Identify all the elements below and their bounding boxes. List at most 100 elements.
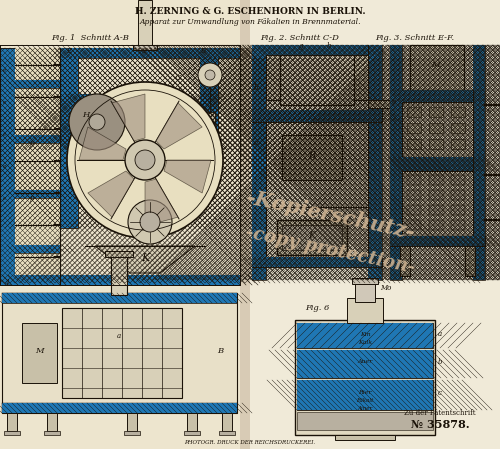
Bar <box>402 90 473 102</box>
Bar <box>429 139 443 149</box>
Bar <box>297 323 433 348</box>
Bar <box>266 122 368 207</box>
Polygon shape <box>112 94 145 141</box>
Bar <box>133 45 157 50</box>
Bar <box>297 350 433 378</box>
Bar <box>252 257 382 267</box>
Bar <box>252 257 382 267</box>
Bar <box>15 245 60 253</box>
Text: B: B <box>308 151 316 160</box>
Bar <box>266 45 368 55</box>
Bar <box>245 0 500 449</box>
Bar <box>451 107 465 117</box>
Text: Kalk: Kalk <box>358 340 372 345</box>
Text: Fig. 1  Schnitt A-B: Fig. 1 Schnitt A-B <box>51 34 129 42</box>
Bar <box>200 58 218 178</box>
Bar <box>407 123 421 133</box>
Text: M: M <box>34 347 43 355</box>
Bar <box>266 45 368 55</box>
Bar <box>15 48 60 285</box>
Bar <box>297 380 433 410</box>
Text: Fig. 3. Schnitt E-F.: Fig. 3. Schnitt E-F. <box>376 34 454 42</box>
Polygon shape <box>145 179 178 226</box>
Circle shape <box>205 70 215 80</box>
Bar <box>402 90 473 102</box>
Bar <box>0 275 240 285</box>
Text: M.: M. <box>432 61 442 69</box>
Bar <box>7 413 17 431</box>
Text: -Kopierschutz-: -Kopierschutz- <box>244 187 416 242</box>
Bar <box>15 190 60 198</box>
Text: b: b <box>487 109 491 114</box>
Text: Zu der Patentschrift: Zu der Patentschrift <box>404 409 476 417</box>
Bar <box>400 246 410 276</box>
Circle shape <box>75 90 215 230</box>
Bar <box>266 45 280 100</box>
Text: Mo: Mo <box>380 284 392 292</box>
Bar <box>473 45 485 280</box>
Text: PHOTOGR. DRUCK DER REICHSDRUCKEREI.: PHOTOGR. DRUCK DER REICHSDRUCKEREI. <box>184 440 316 445</box>
Polygon shape <box>156 103 202 149</box>
Bar <box>60 58 78 228</box>
Text: Apparat zur Umwandlung von Fäkalien in Brennmaterial.: Apparat zur Umwandlung von Fäkalien in B… <box>139 18 361 26</box>
Text: e: e <box>3 100 6 105</box>
Bar <box>4 431 20 435</box>
Bar <box>390 45 402 280</box>
Text: № 35878.: № 35878. <box>410 419 470 430</box>
Bar <box>297 380 433 410</box>
Bar <box>368 45 382 280</box>
Polygon shape <box>79 127 126 160</box>
Bar <box>15 135 60 143</box>
Bar <box>402 171 473 236</box>
Bar <box>408 100 416 150</box>
Text: b: b <box>254 84 258 92</box>
Bar <box>297 323 433 348</box>
Bar <box>62 308 182 398</box>
Bar <box>219 431 235 435</box>
Circle shape <box>140 212 160 232</box>
Bar <box>451 139 465 149</box>
Bar <box>282 225 342 250</box>
Bar <box>410 45 464 90</box>
Bar <box>295 320 435 435</box>
Bar <box>429 220 443 230</box>
Text: a: a <box>487 71 491 76</box>
Circle shape <box>69 94 125 150</box>
Text: e: e <box>3 164 6 169</box>
Bar <box>222 413 232 431</box>
Bar <box>407 190 421 200</box>
Bar <box>252 45 266 280</box>
Circle shape <box>125 140 165 180</box>
Bar <box>451 175 465 185</box>
Bar <box>184 431 200 435</box>
Bar <box>402 157 473 171</box>
Bar <box>266 45 368 55</box>
Bar <box>252 110 382 122</box>
Text: m: m <box>137 151 143 159</box>
Bar <box>390 236 485 246</box>
Polygon shape <box>88 171 134 217</box>
Bar <box>429 175 443 185</box>
Text: b: b <box>438 358 442 366</box>
Bar <box>390 45 402 280</box>
Bar <box>354 45 368 100</box>
Text: Rier: Rier <box>358 390 372 395</box>
Text: e: e <box>3 196 6 201</box>
Bar <box>429 190 443 200</box>
Text: a: a <box>142 47 146 55</box>
Bar <box>429 123 443 133</box>
Bar <box>407 107 421 117</box>
Bar <box>2 293 237 413</box>
Bar <box>282 135 342 180</box>
Bar <box>429 107 443 117</box>
Bar <box>0 0 245 449</box>
Circle shape <box>128 200 172 244</box>
Bar <box>15 80 60 88</box>
Circle shape <box>67 82 223 238</box>
Text: B: B <box>200 47 205 55</box>
Bar <box>451 190 465 200</box>
Bar <box>2 403 237 413</box>
Bar <box>473 45 485 280</box>
Text: H: H <box>82 111 89 119</box>
Text: Fig. 6: Fig. 6 <box>305 304 330 312</box>
